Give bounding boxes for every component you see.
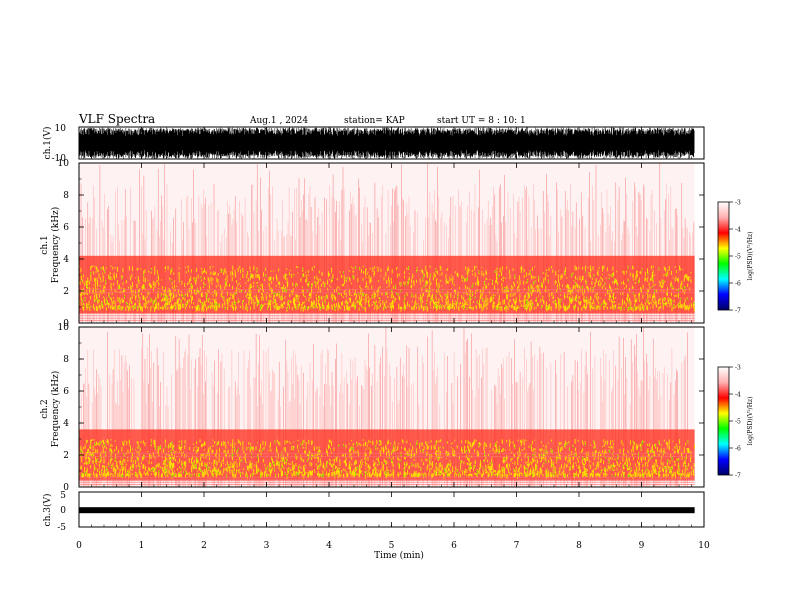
ch1-waveform-ylabel: ch.1(V)	[42, 127, 53, 160]
ch1-colorbar-label: log(PSD)(V²/Hz)	[747, 232, 754, 281]
ytick-label: 6	[63, 223, 69, 233]
ch1-frequency-ylabel: Frequency (kHz)	[50, 207, 61, 284]
ch1-spectrogram-panel: 0 2 4 6 8 10 ch.1 Frequency (kHz)	[40, 159, 705, 329]
ytick-label: 10	[58, 159, 70, 169]
ytick-label: 2	[63, 287, 69, 297]
ch2-spectrogram-yticks: 0 2 4 6 8 10	[58, 323, 704, 493]
ch2-colorbar-ticks: -3 -4 -5 -6 -7	[729, 365, 741, 480]
ch3-trace-band	[79, 507, 695, 514]
ch1-spectrogram-yticks: 0 2 4 6 8 10	[58, 159, 704, 329]
xtick-label: 2	[201, 541, 207, 551]
ch1-colorbar-scale	[717, 201, 730, 311]
colorbar-tick-label: -5	[735, 254, 741, 261]
time-axis: 0 1 2 3 4 5 6 7 8 9 10	[76, 127, 710, 551]
ytick-label: 2	[63, 451, 69, 461]
colorbar-tick-label: -3	[735, 365, 741, 372]
colorbar-tick-label: -6	[735, 281, 741, 288]
ch3-waveform-trace	[79, 507, 695, 514]
ch1-spectrogram-ylabel: ch.1	[40, 235, 50, 254]
ytick-label: 0	[63, 483, 69, 493]
ytick-label: 10	[58, 323, 70, 333]
ytick-label: 8	[63, 191, 69, 201]
time-axis-label: Time (min)	[374, 550, 424, 561]
colorbar-tick-label: -6	[735, 446, 741, 453]
ch1-ytick-bottom: -10	[52, 154, 67, 164]
ytick-label: 6	[63, 387, 69, 397]
ch3-ytick-top: 5	[60, 491, 66, 501]
colorbar-tick-label: -5	[735, 419, 741, 426]
ytick-label: 0	[63, 319, 69, 329]
xtick-label: 3	[264, 541, 270, 551]
ch2-colorbar-scale	[717, 366, 730, 476]
ch3-waveform-ylabel: ch.3(V)	[42, 494, 53, 527]
ch1-waveform-trace	[79, 127, 695, 159]
ch1-ytick-top: 10	[55, 124, 67, 134]
colorbar-tick-label: -4	[735, 392, 741, 399]
date-label: Aug.1 , 2024	[249, 116, 308, 126]
xtick-label: 10	[698, 541, 710, 551]
xtick-label: 9	[639, 541, 645, 551]
start-time-label: start UT = 8 : 10: 1	[437, 116, 526, 126]
emission-band-green	[80, 440, 689, 477]
station-label: station= KAP	[344, 116, 405, 126]
ch2-spectrogram-panel: 0 2 4 6 8 10 ch.2 Frequency (kHz)	[40, 323, 705, 493]
ch1-colorbar-ticks: -3 -4 -5 -6 -7	[729, 200, 741, 315]
xtick-label: 0	[76, 541, 82, 551]
xtick-label: 5	[389, 541, 395, 551]
ytick-label: 8	[63, 355, 69, 365]
ch3-ytick-middle: 0	[60, 506, 66, 516]
ch1-spectrogram-image	[78, 163, 695, 323]
ch2-spectrogram-ylabel: ch.2	[40, 399, 50, 418]
xtick-label: 6	[451, 541, 457, 551]
figure-title: VLF Spectra	[78, 112, 155, 126]
ch1-colorbar: -3 -4 -5 -6 -7 log(PSD)(V²/Hz)	[717, 200, 754, 315]
xtick-label: 7	[514, 541, 520, 551]
colorbar-tick-label: -7	[735, 308, 741, 315]
colorbar-tick-label: -7	[735, 473, 741, 480]
ch2-colorbar: -3 -4 -5 -6 -7 log(PSD)(V²/Hz)	[717, 365, 754, 480]
ytick-label: 4	[63, 419, 69, 429]
colorbar-tick-label: -4	[735, 227, 741, 234]
xtick-label: 1	[139, 541, 145, 551]
ch2-colorbar-label: log(PSD)(V²/Hz)	[747, 397, 754, 446]
xtick-label: 8	[576, 541, 582, 551]
ch3-ytick-bottom: -5	[57, 523, 66, 533]
colorbar-tick-label: -3	[735, 200, 741, 207]
ch2-spectrogram-image	[78, 327, 696, 487]
xtick-label: 4	[326, 541, 332, 551]
ytick-label: 4	[63, 255, 69, 265]
ch2-frequency-ylabel: Frequency (kHz)	[50, 371, 61, 448]
ch1-waveform-line	[79, 127, 695, 159]
